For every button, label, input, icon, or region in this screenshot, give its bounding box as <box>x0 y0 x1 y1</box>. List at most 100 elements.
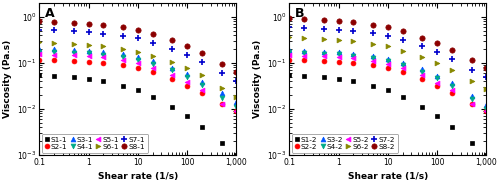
Line: S4-2: S4-2 <box>287 50 489 111</box>
S3-1 <box>184 73 190 75</box>
Line: S2-2: S2-2 <box>287 58 489 113</box>
S8-2 <box>468 59 474 62</box>
Line: S8-1: S8-1 <box>37 18 239 74</box>
S4-2 <box>420 70 426 73</box>
S2-1 <box>120 64 126 66</box>
Y-axis label: Viscosity (Pa.s): Viscosity (Pa.s) <box>3 40 12 118</box>
Line: S8-2: S8-2 <box>287 16 489 70</box>
S4-1 <box>135 59 141 61</box>
S3-2 <box>434 75 440 77</box>
S2-2 <box>321 60 327 62</box>
S8-2 <box>286 17 292 20</box>
Line: S7-1: S7-1 <box>36 27 240 84</box>
S1-1 <box>86 78 91 80</box>
Y-axis label: Viscosity (Pa.s): Viscosity (Pa.s) <box>253 40 262 118</box>
S7-2 <box>301 26 307 29</box>
Line: S5-1: S5-1 <box>37 52 239 113</box>
S1-2 <box>400 96 406 98</box>
S5-2 <box>370 60 376 62</box>
S8-2 <box>434 42 440 45</box>
S1-2 <box>484 154 490 156</box>
S7-2 <box>468 69 474 71</box>
S4-2 <box>484 108 490 110</box>
S5-1 <box>120 59 126 61</box>
S2-2 <box>385 67 391 69</box>
S5-1 <box>170 74 175 76</box>
S3-2 <box>420 68 426 70</box>
S6-2 <box>370 43 376 45</box>
S6-2 <box>449 69 455 71</box>
S8-1 <box>71 22 77 24</box>
S4-1 <box>100 54 106 56</box>
S5-2 <box>468 102 474 105</box>
S3-1 <box>170 67 175 69</box>
S7-1 <box>199 61 205 63</box>
S1-2 <box>370 84 376 87</box>
S2-1 <box>184 84 190 87</box>
S1-1 <box>184 115 190 117</box>
S4-2 <box>449 85 455 87</box>
S6-2 <box>385 45 391 47</box>
S2-2 <box>468 102 474 105</box>
S5-2 <box>286 54 292 56</box>
S7-2 <box>420 45 426 47</box>
S6-2 <box>286 36 292 38</box>
S7-1 <box>36 29 43 31</box>
S3-2 <box>385 58 391 60</box>
S6-2 <box>434 62 440 64</box>
S4-1 <box>184 76 190 79</box>
S8-2 <box>420 36 426 39</box>
S8-2 <box>370 23 376 26</box>
S7-2 <box>484 76 490 79</box>
S5-1 <box>100 56 106 59</box>
S1-2 <box>301 75 307 77</box>
S3-1 <box>199 80 205 83</box>
S1-1 <box>120 84 126 87</box>
S8-1 <box>36 20 43 22</box>
S6-2 <box>468 80 474 82</box>
S5-1 <box>234 110 239 112</box>
S5-1 <box>184 81 190 83</box>
S8-1 <box>184 45 190 47</box>
S3-1 <box>86 50 91 52</box>
S5-1 <box>51 54 57 56</box>
S4-2 <box>301 52 307 54</box>
S2-1 <box>36 59 43 61</box>
S6-2 <box>350 40 356 42</box>
S1-1 <box>51 75 57 77</box>
S4-2 <box>468 98 474 100</box>
S1-2 <box>468 142 474 144</box>
S6-2 <box>420 56 426 58</box>
S5-2 <box>321 55 327 57</box>
S7-1 <box>71 30 77 32</box>
S8-1 <box>199 52 205 54</box>
S5-2 <box>420 74 426 77</box>
S4-1 <box>51 51 57 53</box>
S8-1 <box>218 62 224 65</box>
S2-1 <box>71 60 77 62</box>
S4-1 <box>150 63 156 65</box>
S5-1 <box>36 53 43 55</box>
S6-1 <box>36 41 43 43</box>
S3-1 <box>51 48 57 50</box>
S3-1 <box>36 48 43 50</box>
Line: S2-1: S2-1 <box>37 58 239 113</box>
S1-1 <box>170 106 175 108</box>
S1-1 <box>234 154 239 156</box>
S2-1 <box>51 59 57 62</box>
S1-1 <box>150 96 156 98</box>
S1-2 <box>321 76 327 79</box>
S7-2 <box>449 58 455 60</box>
S6-1 <box>199 74 205 77</box>
S7-2 <box>400 39 406 41</box>
S6-1 <box>184 67 190 70</box>
Line: S3-1: S3-1 <box>37 46 239 105</box>
S1-2 <box>420 106 426 108</box>
S5-1 <box>86 55 91 57</box>
S4-2 <box>336 53 342 55</box>
S5-1 <box>135 62 141 64</box>
S2-1 <box>218 102 224 105</box>
S7-1 <box>150 41 156 44</box>
S5-1 <box>218 102 224 105</box>
S5-2 <box>336 56 342 58</box>
